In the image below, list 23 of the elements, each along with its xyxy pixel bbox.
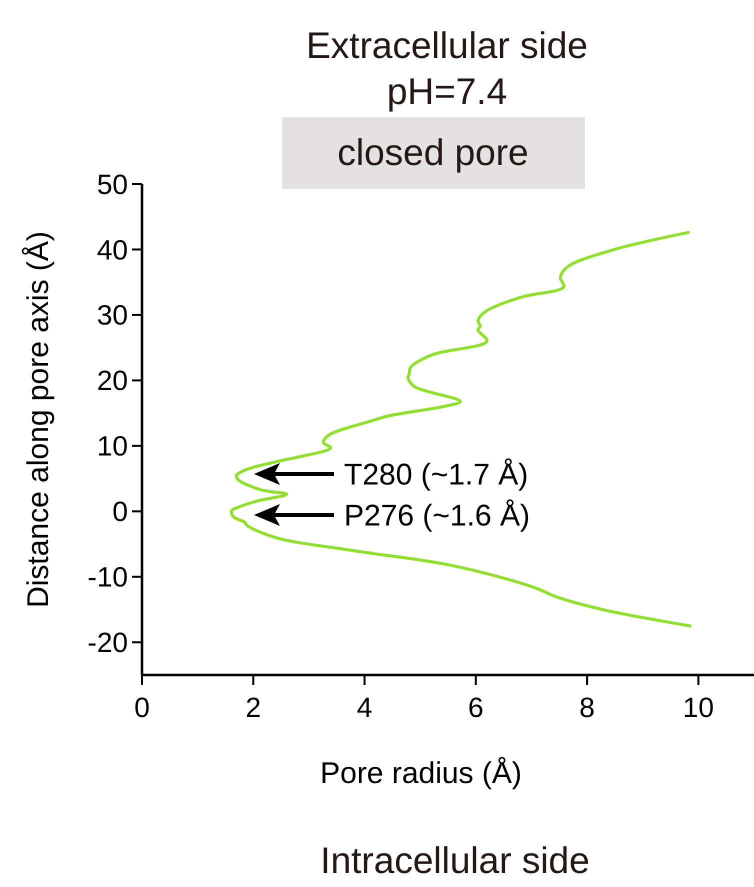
text: closed pore [337, 132, 529, 173]
chart-subtitle: pH=7.4 [386, 71, 508, 112]
y-tick-label: -10 [88, 562, 128, 593]
y-tick-label: 10 [96, 430, 128, 462]
annotation: T280 (~1.7 Å) [344, 458, 528, 492]
x-tick-label: 6 [468, 692, 484, 723]
y-tick-label: 30 [96, 300, 128, 331]
y-axis-title: Distance along pore axis (Å) [21, 231, 55, 608]
x-tick-label: 4 [356, 692, 372, 723]
x-tick-label: 0 [134, 692, 150, 723]
y-tick-label: 40 [96, 234, 128, 266]
line-series [230, 230, 692, 628]
text: Intracellular side [320, 840, 590, 881]
chart-title: Extracellular side [306, 25, 588, 66]
annotation: P276 (~1.6 Å) [344, 498, 530, 532]
y-tick-label: 0 [112, 496, 128, 528]
x-tick-label: 2 [245, 692, 262, 723]
y-tick-label: 50 [96, 168, 128, 200]
x-axis-title: Pore radius (Å) [320, 756, 522, 790]
x-tick-label: 8 [579, 692, 595, 723]
y-tick-label: -20 [88, 627, 128, 658]
y-tick-label: 20 [96, 365, 128, 396]
x-tick-label: 10 [682, 692, 714, 723]
